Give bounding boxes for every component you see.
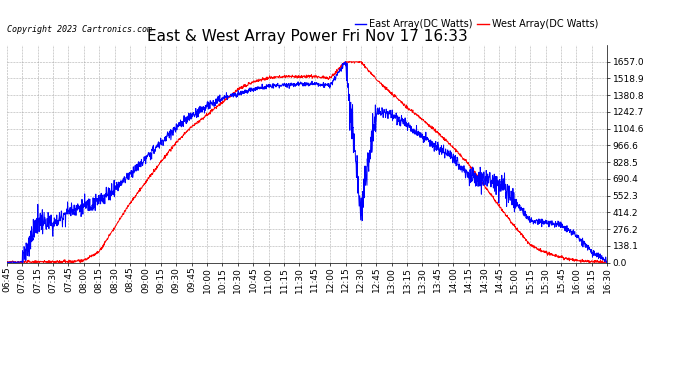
Title: East & West Array Power Fri Nov 17 16:33: East & West Array Power Fri Nov 17 16:33: [147, 29, 467, 44]
Text: Copyright 2023 Cartronics.com: Copyright 2023 Cartronics.com: [7, 26, 152, 34]
Legend: East Array(DC Watts), West Array(DC Watts): East Array(DC Watts), West Array(DC Watt…: [351, 15, 602, 33]
